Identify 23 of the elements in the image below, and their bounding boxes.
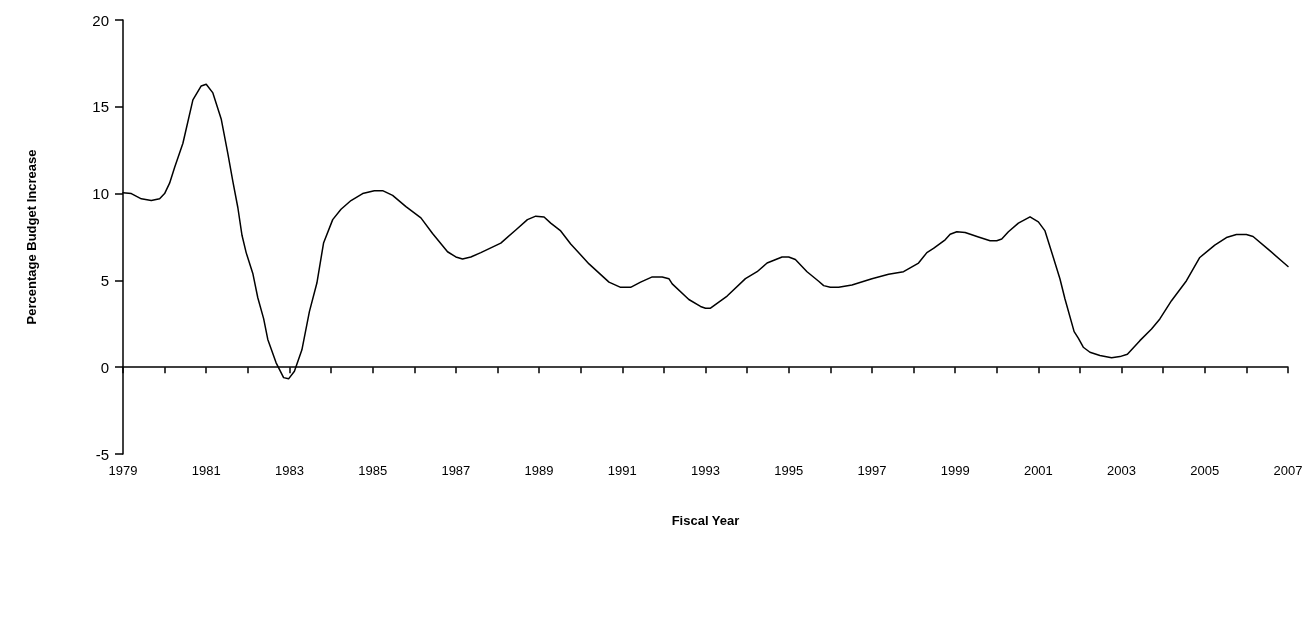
- x-tick-label: 2003: [1107, 463, 1137, 478]
- y-tick-label: -5: [95, 445, 109, 463]
- x-tick-label: 1989: [524, 463, 554, 478]
- x-tick-label: 1983: [274, 463, 304, 478]
- x-tick-label: 1985: [358, 463, 388, 478]
- y-tick-label: 20: [92, 11, 109, 29]
- x-tick-label: 2005: [1190, 463, 1220, 478]
- x-tick-label: 1995: [774, 463, 804, 478]
- x-tick-label: 1999: [940, 463, 970, 478]
- x-tick-label: 1991: [607, 463, 637, 478]
- x-tick-label: 1997: [857, 463, 887, 478]
- y-axis-title: Percentage Budget Increase: [24, 149, 39, 325]
- x-tick-label: 1981: [191, 463, 221, 478]
- x-tick-label: 1987: [441, 463, 471, 478]
- x-tick-label: 1979: [108, 463, 138, 478]
- y-tick-label: 10: [92, 185, 109, 203]
- x-axis-title: Fiscal Year: [671, 513, 740, 528]
- y-tick-label: 15: [92, 98, 109, 116]
- x-tick-label: 1993: [691, 463, 720, 478]
- y-tick-label: 5: [100, 271, 109, 289]
- x-tick-label: 2001: [1023, 463, 1053, 478]
- y-tick-label: 0: [100, 358, 109, 376]
- x-tick-label: 2007: [1273, 463, 1303, 478]
